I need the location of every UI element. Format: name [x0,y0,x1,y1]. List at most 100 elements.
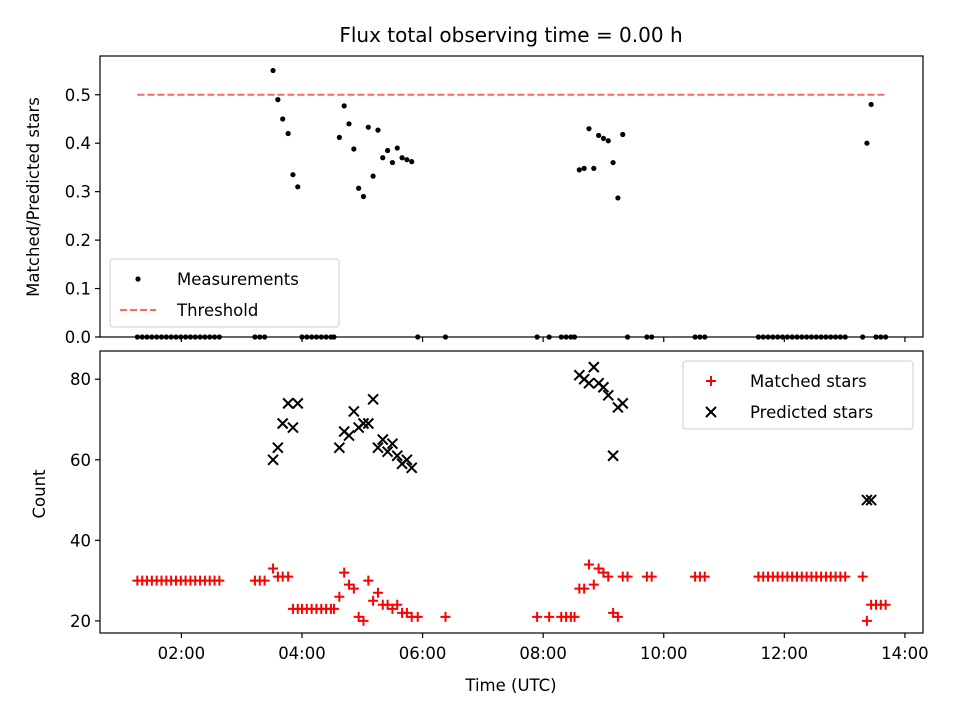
matched-stars-point [579,583,590,594]
matched-stars-point [840,571,851,582]
y-tick-label: 0.4 [65,134,91,153]
legend-marker-measurements [135,276,141,282]
plot-area-1 [132,361,891,626]
matched-stars-point [283,571,294,582]
x-tick-label: 10:00 [640,644,688,663]
measurement-point [356,185,362,191]
predicted-stars-point [287,421,299,434]
measurement-point [586,126,592,132]
measurement-point [365,124,371,130]
measurement-point [270,67,276,74]
matched-stars-point [861,615,872,626]
bottom-panel: 20 40 60 80 02:00 04:00 06:00 08:00 10:00 12:00 14… [70,350,929,663]
measurement-point [591,165,597,171]
measurement-point [581,165,587,171]
y-tick-label: 0.5 [65,86,91,105]
predicted-stars-point [333,441,346,454]
matched-stars-point [603,571,614,582]
measurement-point [600,135,607,141]
measurement-point [596,132,602,139]
measurement-point [864,140,870,146]
x-tick-label: 12:00 [761,644,809,663]
top-y-axis-label: Matched/Predicted stars [24,97,43,297]
y-tick-label: 0.1 [65,280,91,299]
predicted-stars-point [348,405,360,418]
matched-stars-point [544,611,555,622]
legend-label: Matched stars [750,372,867,391]
predicted-stars-point [276,417,289,430]
chart-title: Flux total observing time = 0.00 h [339,23,682,47]
predicted-stars-point [861,494,873,506]
y-tick-label: 40 [70,531,91,550]
matched-stars-point [440,611,451,622]
predicted-stars-point [386,437,399,450]
measurement-point [605,138,611,144]
predicted-stars-point [602,389,614,402]
legend-box [109,258,340,328]
measurement-point [409,159,415,165]
predicted-stars-point [343,429,355,442]
matched-stars-point [412,611,423,622]
matched-stars-point [583,559,594,570]
matched-stars-point [612,611,623,622]
matched-stars-point [368,595,379,606]
measurement-point [384,147,391,154]
measurement-point [360,193,367,200]
matched-stars-point [532,611,543,622]
matched-stars-point [588,579,599,590]
x-tick-label: 08:00 [519,644,567,663]
predicted-stars-point [583,377,595,389]
top-panel: 0.0 0.1 0.2 0.3 0.4 0.5 Measurements Threshold [65,55,924,347]
measurement-point [341,103,347,109]
axes-frame-0 [99,55,924,338]
measurement-point [280,116,286,122]
measurement-point [404,157,410,163]
legend-marker-predicted [705,406,717,418]
x-tick-label: 14:00 [881,644,929,663]
predicted-stars-point [865,494,877,506]
measurement-point [380,155,386,161]
matched-stars-point [214,575,225,586]
measurement-point [620,131,626,138]
measurement-point [615,195,621,201]
legend-label: Predicted stars [750,403,873,422]
measurement-point [389,159,396,166]
measurement-point [399,155,405,161]
x-axis-label: Time (UTC) [464,676,556,695]
predicted-stars-point [292,397,304,410]
x-tick-label: 06:00 [399,644,447,663]
matched-stars-point [880,599,891,610]
matched-stars-point [372,587,383,598]
axes-frame-1 [99,350,924,634]
measurement-point [295,184,301,190]
matched-stars-point [392,599,403,610]
predicted-stars-point [357,417,370,430]
predicted-stars-point [597,381,610,393]
legend-label: Measurements [177,270,299,289]
predicted-stars-point [588,361,600,373]
legend-marker-matched [706,376,716,386]
x-tick-label: 02:00 [158,644,206,663]
matched-stars-point [857,571,868,582]
predicted-stars-point [381,446,394,458]
legend-1: Matched stars Predicted stars [682,360,914,430]
predicted-stars-point [617,397,629,410]
matched-stars-point [646,571,657,582]
matched-stars-point [622,571,633,582]
measurement-point [351,146,357,152]
predicted-stars-point [372,441,384,454]
matched-stars-point [363,575,374,586]
y-tick-label: 0.2 [65,231,91,250]
measurement-point [610,159,616,166]
measurement-point [336,134,342,140]
measurement-point [290,172,296,178]
matched-stars-point [268,563,279,574]
matched-stars-point [259,575,270,586]
y-tick-label: 0.3 [65,183,91,202]
predicted-stars-point [607,450,619,462]
measurement-point [370,173,376,179]
y-tick-label: 80 [70,370,91,389]
legend-box [682,360,914,430]
legend-label: Threshold [176,301,258,320]
